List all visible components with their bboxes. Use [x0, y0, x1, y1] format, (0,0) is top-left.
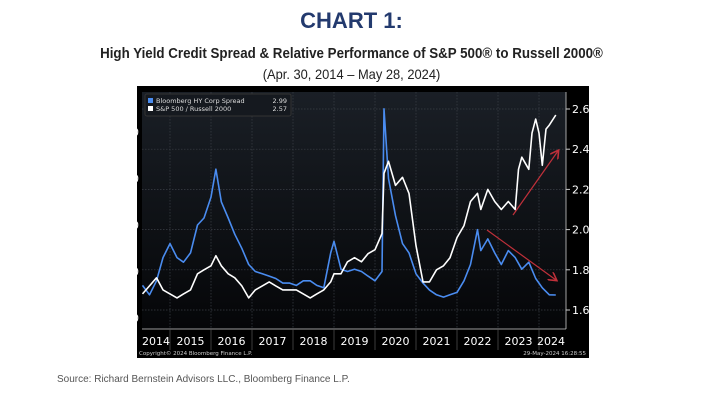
legend-value-ratio: 2.57 — [273, 105, 287, 113]
x-tick-label: 2014 — [142, 335, 170, 348]
right-tick-label: 1.80 — [572, 264, 597, 277]
x-tick-label: 2015 — [177, 335, 205, 348]
copyright: Copyright© 2024 Bloomberg Finance L.P. — [139, 350, 253, 357]
date-range: (Apr. 30, 2014 – May 28, 2024) — [262, 66, 441, 82]
legend-label-spread: Bloomberg HY Corp Spread — [156, 97, 245, 105]
x-tick-label: 2021 — [423, 335, 451, 348]
x-tick-label: 2022 — [464, 335, 492, 348]
left-tick-label: 10.00 — [108, 126, 140, 139]
left-tick-label: 4.00 — [115, 266, 140, 279]
legend-label-ratio: S&P 500 / Russell 2000 — [156, 105, 231, 113]
spread-line — [141, 108, 556, 298]
legend: Bloomberg HY Corp Spread 2.99 S&P 500 / … — [144, 93, 292, 117]
x-tick-label: 2019 — [341, 335, 369, 348]
x-tick-label: 2020 — [382, 335, 410, 348]
left-tick-label: 8.00 — [115, 173, 140, 186]
legend-swatch-spread — [148, 98, 153, 103]
x-tick-label: 2023 — [505, 335, 533, 348]
right-tick-label: 2.20 — [572, 183, 597, 196]
timestamp: 29-May-2024 16:28:55 — [523, 351, 586, 357]
plot-area — [142, 92, 566, 329]
x-tick-label: 2024 — [537, 335, 565, 348]
x-tick-label: 2016 — [218, 335, 246, 348]
x-tick-label: 2017 — [259, 335, 287, 348]
source-note: Source: Richard Bernstein Advisors LLC.,… — [57, 374, 350, 385]
left-tick-label: 2.00 — [115, 312, 140, 325]
right-tick-label: 2.60 — [572, 103, 597, 116]
ratio-line — [141, 114, 557, 299]
right-tick-label: 2.00 — [572, 224, 597, 237]
right-tick-label: 2.40 — [572, 143, 597, 156]
left-tick-label: 6.00 — [115, 219, 140, 232]
right-tick-label: 1.60 — [572, 304, 597, 317]
x-tick-label: 2018 — [300, 335, 328, 348]
legend-value-spread: 2.99 — [273, 97, 287, 105]
chart-heading: CHART 1: — [300, 8, 403, 33]
chart-subtitle: High Yield Credit Spread & Relative Perf… — [100, 46, 603, 62]
down-trend-arrow — [486, 229, 556, 280]
legend-swatch-ratio — [148, 106, 153, 111]
up-trend-arrow — [512, 151, 558, 216]
